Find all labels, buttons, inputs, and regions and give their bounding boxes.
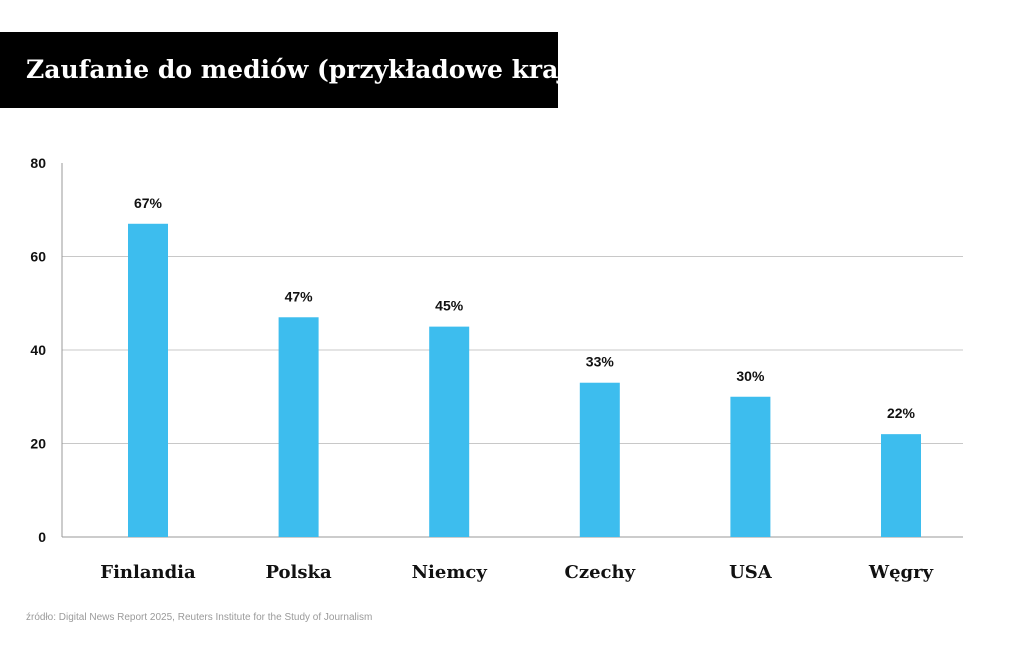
bar [429, 326, 470, 537]
source-note: źródło: Digital News Report 2025, Reuter… [26, 612, 373, 623]
data-label: 45% [435, 298, 464, 314]
x-tick-label: Polska [266, 562, 333, 583]
bar [730, 396, 771, 537]
chart-title: Zaufanie do mediów (przykładowe kraje) [26, 55, 596, 84]
axes [61, 163, 963, 538]
title-banner: Zaufanie do mediów (przykładowe kraje) [0, 32, 595, 108]
bar [278, 317, 319, 537]
y-tick-label: 20 [30, 436, 46, 452]
data-label: 33% [586, 354, 615, 370]
bar [881, 434, 921, 537]
y-tick-labels: 0 20 40 60 80 [30, 155, 46, 545]
data-labels: 67% 47% 45% 33% 30% 22% [134, 195, 916, 421]
bar [579, 382, 620, 537]
y-tick-label: 60 [30, 249, 46, 265]
x-tick-label: USA [729, 562, 773, 583]
x-tick-label: Niemcy [412, 562, 488, 583]
grid-lines [62, 256, 963, 444]
x-tick-label: Finlandia [100, 562, 196, 583]
data-label: 30% [736, 368, 765, 384]
bar [128, 223, 168, 537]
data-label: 47% [285, 288, 314, 304]
y-tick-label: 0 [38, 529, 46, 545]
y-tick-label: 40 [30, 342, 46, 358]
x-tick-label: Czechy [565, 562, 636, 583]
data-label: 67% [134, 195, 163, 211]
x-tick-labels: Finlandia Polska Niemcy Czechy USA Węgry [100, 562, 933, 583]
bars [128, 223, 921, 537]
x-tick-label: Węgry [868, 562, 934, 583]
y-tick-label: 80 [30, 155, 46, 171]
data-label: 22% [887, 405, 916, 421]
